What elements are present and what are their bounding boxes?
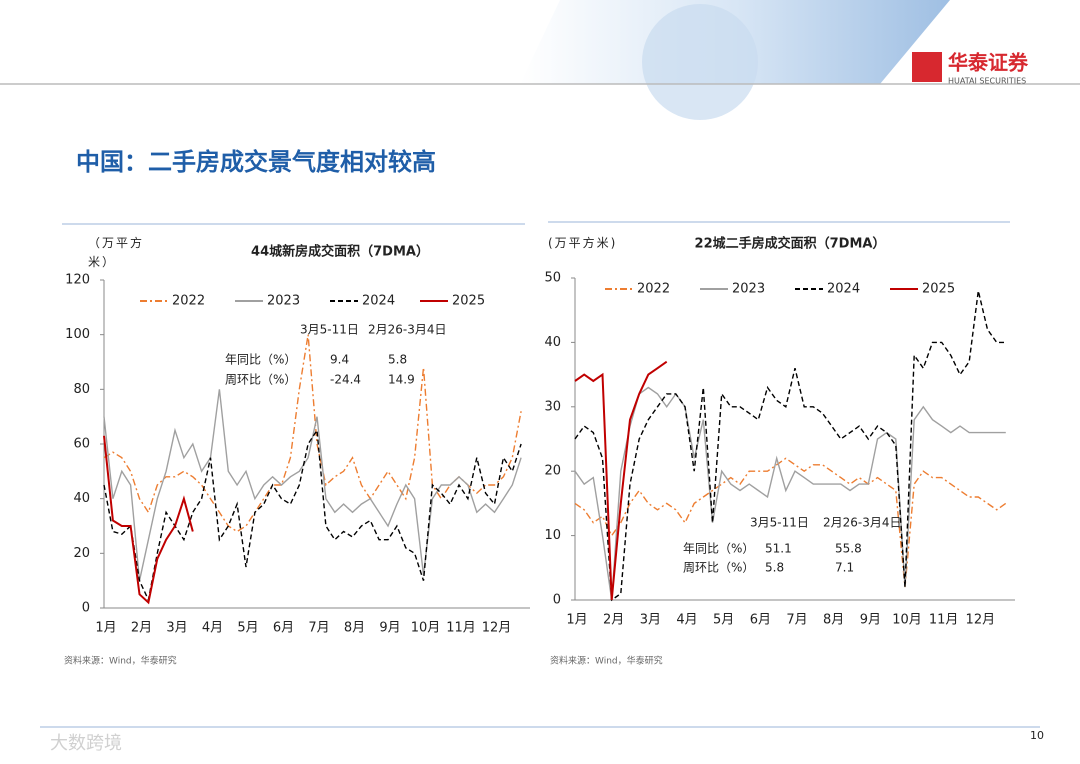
series-line [103,435,194,605]
y-tick-label: 20 [544,464,561,479]
table-header: 3月5-11日 [300,323,359,337]
legend-label: 2024 [362,294,395,309]
y-tick-label: 40 [73,491,90,506]
x-tick-label: 2月 [131,621,152,636]
x-tick-label: 8月 [823,613,844,628]
table-cell: 5.8 [765,561,784,575]
x-tick-label: 5月 [237,621,258,636]
x-tick-label: 7月 [308,621,329,636]
source: 资料来源：Wind，华泰研究 [64,655,177,667]
x-tick-label: 3月 [166,621,187,636]
table-header: 3月5-11日 [750,516,809,530]
table-cell: 51.1 [765,542,792,556]
legend-label: 2022 [172,294,205,309]
y-axis-label: （万平方米） [88,236,145,269]
legend-label: 2023 [267,294,300,309]
x-tick-label: 10月 [892,613,922,628]
x-tick-label: 12月 [482,621,512,636]
x-tick-label: 8月 [344,621,365,636]
globe [642,4,758,120]
table-header: 2月26-3月4日 [368,323,447,337]
x-tick-label: 10月 [411,621,441,636]
x-tick-label: 6月 [273,621,294,636]
legend-label: 2025 [922,282,955,297]
x-tick-label: 6月 [750,613,771,628]
legend-label: 2022 [637,282,670,297]
x-tick-label: 1月 [566,613,587,628]
chart-title: 44城新房成交面积（7DMA） [251,244,429,260]
y-tick-label: 50 [544,271,561,286]
table-cell: 14.9 [388,373,415,387]
logo-sub: HUATAI SECURITIES [948,77,1026,86]
x-tick-label: 3月 [640,613,661,628]
y-axis-label-box: （万平方米） [88,236,145,269]
table-cell: -24.4 [330,373,361,387]
x-tick-label: 4月 [202,621,223,636]
x-tick-label: 9月 [379,621,400,636]
y-tick-label: 20 [73,546,90,561]
table-cell: 7.1 [835,561,854,575]
logo-icon [912,52,942,82]
legend-label: 2024 [827,282,860,297]
table-row-label: 年同比（%） [225,353,296,367]
y-tick-label: 100 [65,327,90,342]
y-axis-label: (万平方米) [548,236,618,250]
page-number: 10 [1030,729,1044,742]
table-cell: 9.4 [330,353,349,367]
x-tick-label: 4月 [676,613,697,628]
legend-label: 2023 [732,282,765,297]
y-tick-label: 0 [82,601,90,616]
x-tick-label: 11月 [446,621,476,636]
y-tick-label: 60 [73,437,90,452]
table-cell: 5.8 [388,353,407,367]
x-tick-label: 2月 [603,613,624,628]
x-tick-label: 11月 [929,613,959,628]
series-line [103,389,522,581]
x-tick-label: 12月 [966,613,996,628]
table-header: 2月26-3月4日 [823,516,902,530]
x-tick-label: 9月 [860,613,881,628]
y-axis-label-box: (万平方米) [548,236,618,250]
series-line [574,386,1006,601]
table-row-label: 年同比（%） [683,542,754,556]
legend-label: 2025 [452,294,485,309]
table-cell: 55.8 [835,542,862,556]
logo: 华泰证券 [948,51,1029,75]
series-line [574,457,1007,588]
table-row-label: 周环比（%） [225,373,296,387]
x-tick-label: 1月 [95,621,116,636]
series-line [574,290,1006,602]
series-line [103,334,522,533]
y-tick-label: 10 [544,528,561,543]
watermark: 大数跨境 [50,733,122,754]
y-tick-label: 40 [544,335,561,350]
x-tick-label: 5月 [713,613,734,628]
series-line [103,428,522,603]
y-tick-label: 120 [65,273,90,288]
y-tick-label: 80 [73,382,90,397]
y-tick-label: 0 [553,593,561,608]
slide-title: 中国：二手房成交景气度相对较高 [76,148,436,176]
source: 资料来源：Wind，华泰研究 [550,655,663,667]
table-row-label: 周环比（%） [683,561,754,575]
series-line [574,360,668,601]
x-tick-label: 7月 [786,613,807,628]
y-tick-label: 30 [544,399,561,414]
chart-title: 22城二手房成交面积（7DMA） [695,236,886,252]
